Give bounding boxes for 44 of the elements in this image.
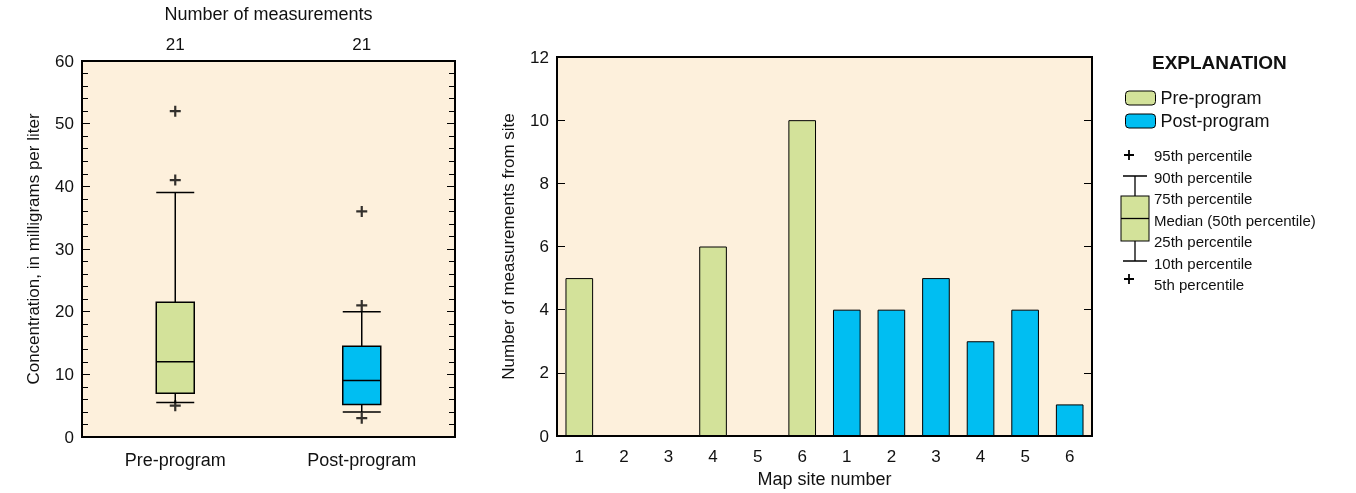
x-tick-label: Post-program [307,450,417,470]
y-tick-label: 10 [55,364,74,384]
x-tick-label: 4 [975,447,986,466]
x2-axis-title: Number of measurements [164,4,373,24]
x-tick-label: 1 [574,447,585,466]
y-tick-label: 10 [530,110,549,130]
text: 90th percentile [1154,167,1254,188]
y-axis-title: Concentration, in milligrams per liter [24,113,43,385]
text: 10th percentile [1154,253,1254,274]
text: 75th percentile [1154,189,1254,209]
x-tick-label: 5 [1020,447,1030,466]
y-tick-label: 40 [55,176,74,196]
y-tick-label: 4 [539,300,549,320]
text: 95th percentile [1154,146,1254,166]
y-axis-title: Number of measurements from site [499,113,518,380]
x-tick-label: 1 [842,447,852,466]
x-tick-label: 3 [931,447,941,466]
y-tick-label: 6 [539,237,549,256]
text: 21 [352,35,372,54]
text: 21 [165,35,185,54]
y-tick-label: 0 [64,427,74,447]
y-tick-label: 0 [539,426,549,446]
x-tick-label: Pre-program [124,450,226,470]
y-tick-label: 2 [539,363,549,383]
x-tick-label: 4 [708,447,718,466]
y-tick-label: 12 [530,47,549,67]
x-tick-label: 5 [752,447,763,466]
y-tick-label: 30 [55,239,74,259]
x-tick-label: 6 [797,447,807,466]
x-axis-title: Map site number [757,469,892,489]
y-tick-label: 8 [539,173,549,193]
x-tick-label: 2 [619,447,629,466]
legend-label: Post-program [1160,111,1270,131]
legend-title: EXPLANATION [1152,52,1287,74]
x-tick-label: 6 [1064,447,1075,466]
legend-label: Pre-program [1160,88,1262,108]
y-tick-label: 20 [55,302,74,322]
y-tick-label: 50 [55,114,74,134]
text: Median (50th percentile) [1154,210,1316,231]
text: 25th percentile [1154,232,1254,252]
text: 5th percentile [1154,275,1246,295]
x-tick-label: 3 [663,447,674,466]
x-tick-label: 2 [886,447,897,466]
y-tick-label: 60 [55,51,74,71]
